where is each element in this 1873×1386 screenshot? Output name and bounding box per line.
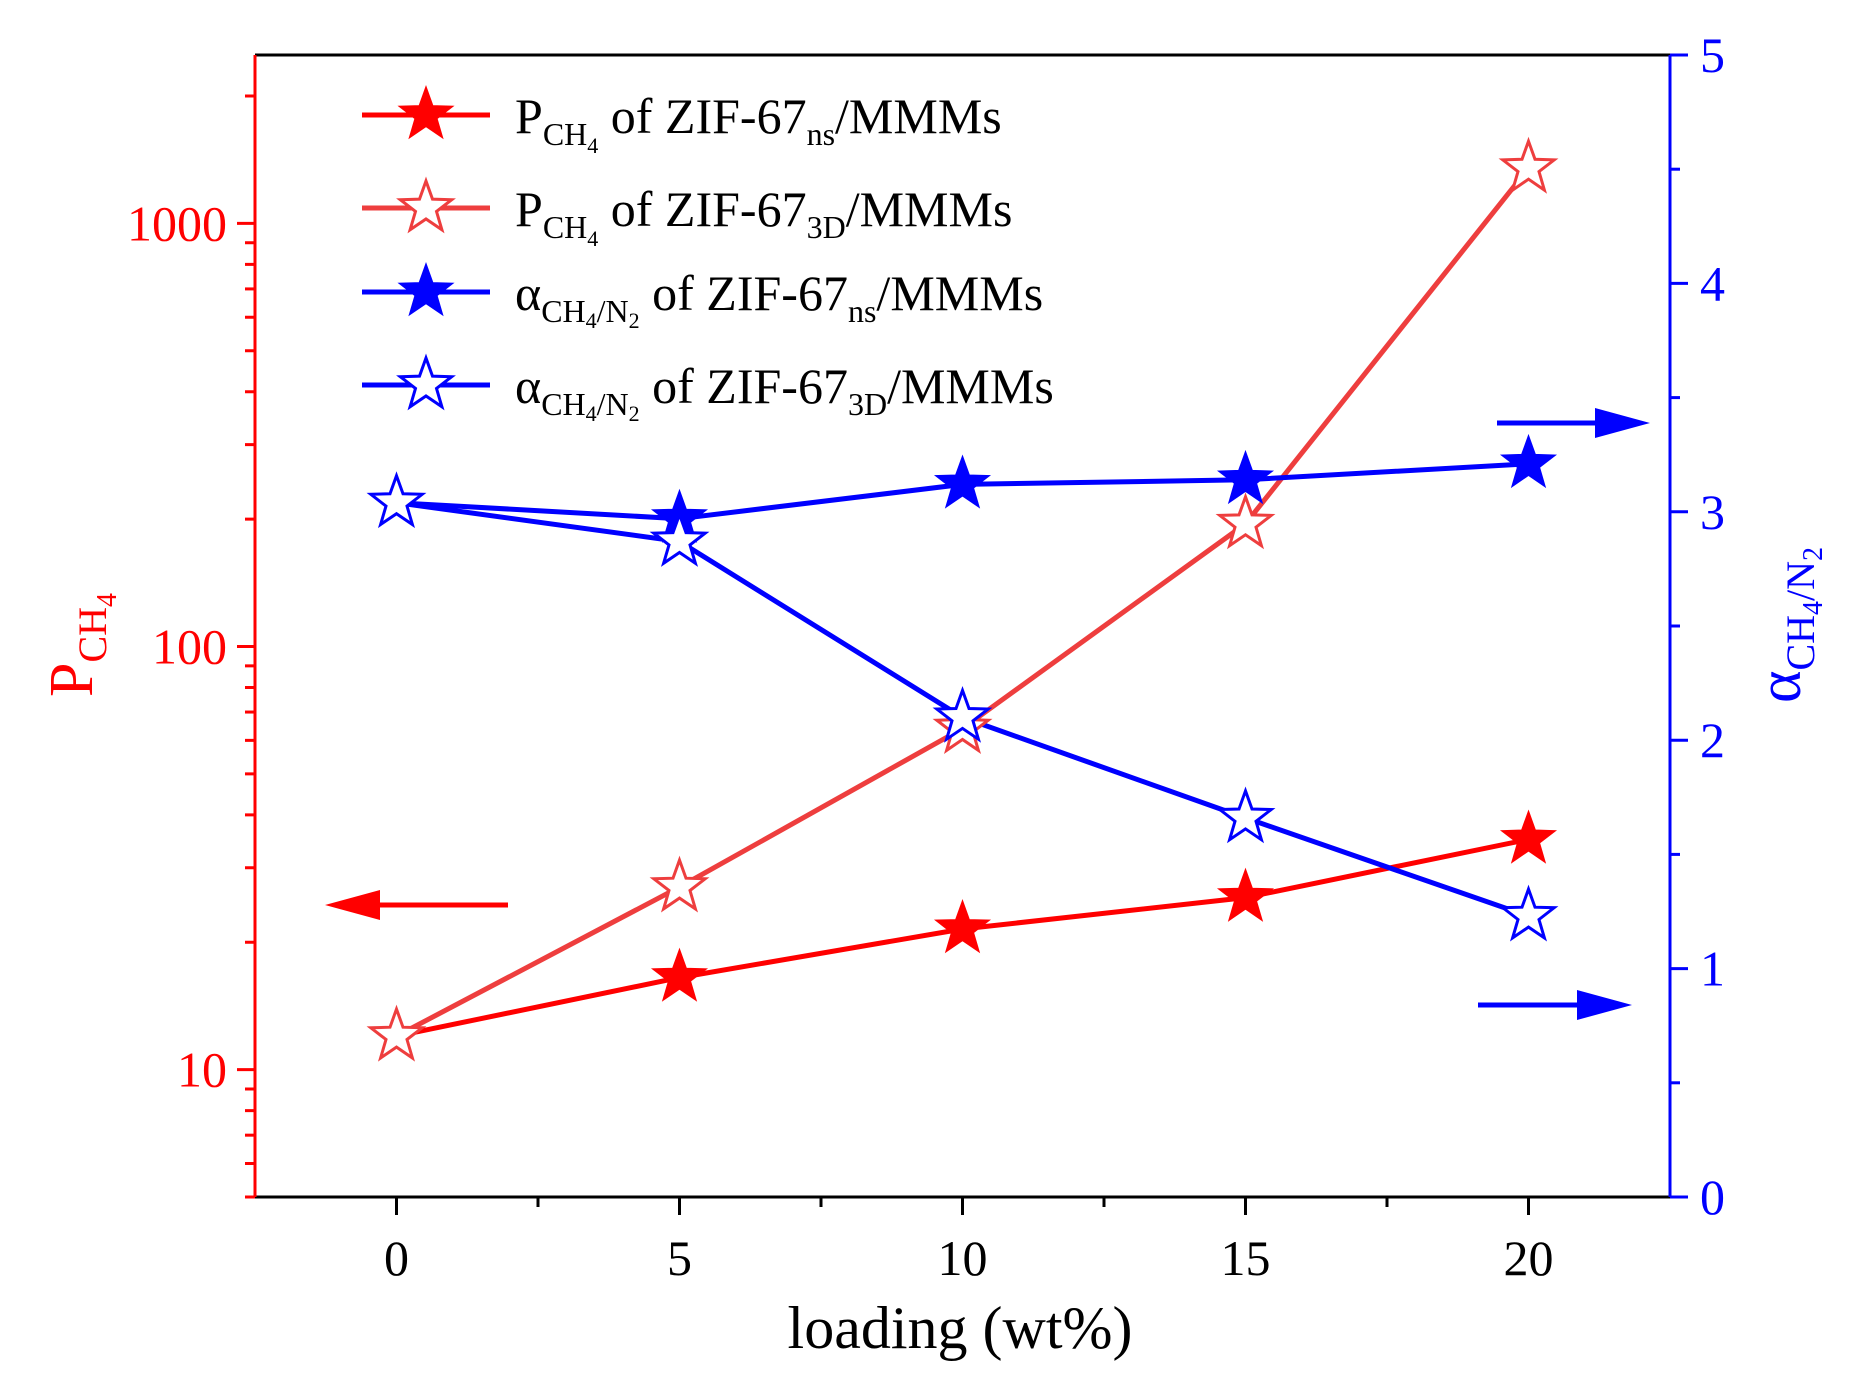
x-tick-label: 10	[938, 1230, 988, 1286]
right-tick-label: 0	[1700, 1169, 1725, 1225]
series-2-point	[933, 454, 992, 509]
legend-label-p-3d: PCH4 of ZIF-673D/MMMs	[515, 181, 1012, 251]
left-axis-ticks: 10 100 1000	[127, 94, 255, 1199]
legend-marker-alpha-ns	[397, 262, 455, 317]
series-markers	[366, 136, 1559, 1062]
right-tick-label: 3	[1700, 484, 1725, 540]
right-axis-title-sub-a: CH	[1778, 615, 1823, 671]
series-0-point	[1216, 867, 1275, 922]
right-axis-title-main: α	[1746, 671, 1814, 703]
series-3-point	[932, 685, 993, 743]
x-tick-label: 5	[667, 1230, 692, 1286]
legend-entry-alpha-3d: αCH4/N2 of ZIF-673D/MMMs	[362, 353, 1054, 426]
legend-star-3	[396, 353, 456, 411]
legend-label-alpha-3d: αCH4/N2 of ZIF-673D/MMMs	[515, 358, 1054, 426]
series-2-point	[1499, 433, 1558, 489]
legend-star-0	[397, 85, 455, 140]
legend-marker-p-ns	[397, 85, 455, 140]
right-axis-title-sub-d: 2	[1798, 547, 1829, 561]
series-0-point	[933, 899, 992, 954]
series-3-point	[649, 510, 710, 567]
series-1-point	[1215, 492, 1276, 550]
legend-marker-alpha-3d	[396, 353, 456, 411]
left-axis-title-main: P	[38, 663, 106, 697]
right-axis-ticks: 0 1 2 3 4 5	[1670, 27, 1725, 1225]
right-tick-label: 5	[1700, 27, 1725, 83]
x-tick-label: 20	[1504, 1230, 1554, 1286]
series-2-point	[1216, 449, 1275, 505]
x-axis-ticks: 0 5 10 15 20	[384, 1197, 1554, 1286]
right-axis-arrow-upper	[1497, 408, 1650, 438]
left-tick-label: 1000	[127, 195, 227, 251]
legend-star-2	[397, 262, 455, 317]
legend-entry-alpha-ns: αCH4/N2 of ZIF-67ns/MMMs	[362, 262, 1043, 333]
series-3-point	[1498, 884, 1559, 942]
series-3-point	[366, 471, 427, 529]
legend-star-1	[396, 176, 456, 234]
legend-entry-p-3d: PCH4 of ZIF-673D/MMMs	[362, 176, 1012, 251]
legend-label-p-ns: PCH4 of ZIF-67ns/MMMs	[515, 88, 1002, 158]
legend-marker-p-3d	[396, 176, 456, 234]
series-1-point	[366, 1004, 427, 1062]
right-tick-label: 4	[1700, 255, 1725, 311]
series-0-point	[1499, 809, 1558, 864]
axis-direction-arrows	[325, 408, 1650, 1020]
x-axis-title: loading (wt%)	[788, 1295, 1133, 1361]
right-axis-title-sub-b: 4	[1798, 601, 1829, 615]
legend-label-alpha-ns: αCH4/N2 of ZIF-67ns/MMMs	[515, 265, 1043, 333]
left-axis-title-sub: CH	[70, 607, 115, 663]
right-axis-arrow-lower	[1478, 990, 1632, 1020]
left-axis-title: PCH4	[38, 593, 123, 697]
series-3-point	[1215, 786, 1276, 844]
legend-entry-p-ns: PCH4 of ZIF-67ns/MMMs	[362, 85, 1002, 158]
left-tick-label: 100	[152, 619, 227, 675]
right-axis-title: αCH4/N2	[1746, 547, 1829, 703]
series-0-point	[650, 947, 709, 1002]
right-axis-title-sub-c: /N	[1778, 561, 1823, 601]
legend: PCH4 of ZIF-67ns/MMMs PCH4 of ZIF-673D/M…	[362, 85, 1054, 426]
series-1-point	[1498, 136, 1559, 194]
right-tick-label: 1	[1700, 941, 1725, 997]
left-tick-label: 10	[177, 1042, 227, 1098]
left-axis-arrow	[325, 890, 508, 920]
left-axis-title-subsub: 4	[92, 593, 123, 607]
plot-frame	[253, 53, 1672, 1199]
series-1-point	[649, 855, 710, 913]
right-tick-label: 2	[1700, 712, 1725, 768]
x-tick-label: 15	[1221, 1230, 1271, 1286]
x-tick-label: 0	[384, 1230, 409, 1286]
